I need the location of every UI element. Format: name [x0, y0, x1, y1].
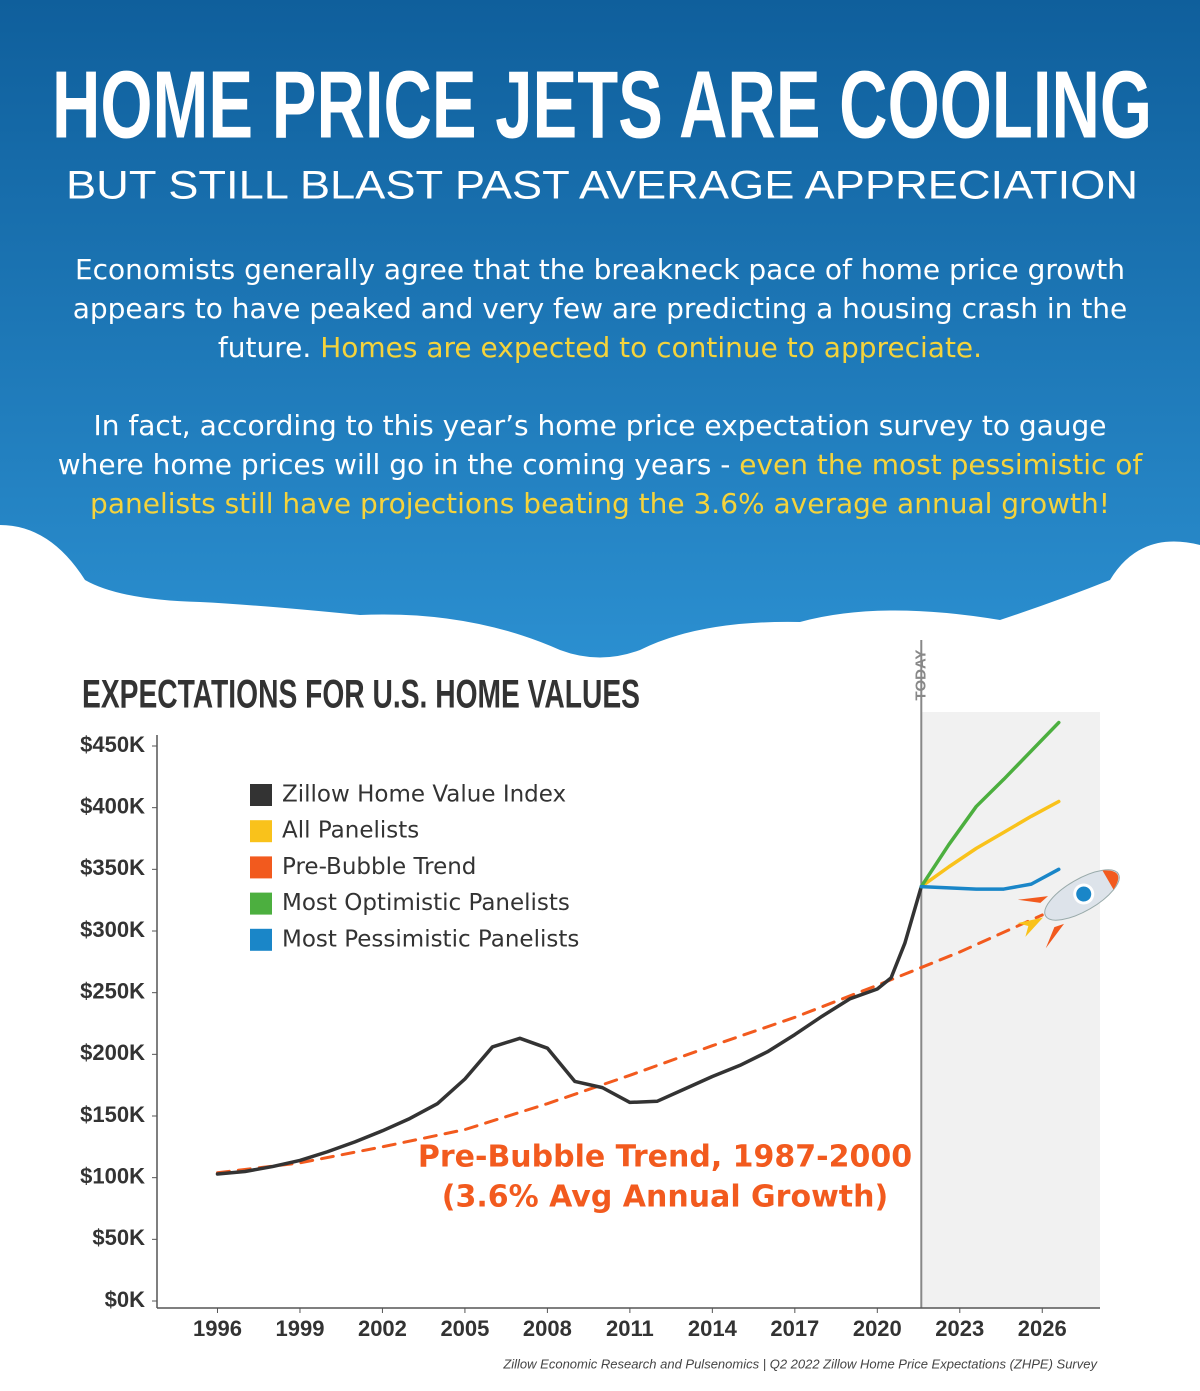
y-tick-label: $350K — [80, 855, 145, 880]
paragraph-highlight: even the most pessimistic of panelists s… — [90, 448, 1143, 520]
series-line — [919, 799, 1061, 889]
y-tick-label: $400K — [80, 793, 145, 818]
y-tick-label: $450K — [80, 732, 145, 757]
x-tick-label: 2026 — [1018, 1316, 1067, 1341]
y-tick-label: $100K — [80, 1163, 145, 1188]
title: HOME PRICE JETS ARE COOLING — [52, 51, 1152, 158]
y-tick-label: $50K — [92, 1225, 145, 1250]
paragraph-highlight: Homes are expected to continue to apprec… — [320, 331, 983, 364]
x-tick-label: 2017 — [770, 1316, 819, 1341]
legend-label: Zillow Home Value Index — [282, 782, 566, 808]
series-line — [919, 867, 1061, 891]
plot: TODAY $0K $50K $100K $150K $200K $250K $300K $35… — [80, 640, 1100, 1371]
series-line — [215, 913, 1044, 1175]
paragraph: In fact, according to this year’s home p… — [50, 406, 1150, 523]
x-tick-label: 2023 — [935, 1316, 984, 1341]
y-tick-label: $200K — [80, 1040, 145, 1065]
today-label: TODAY — [912, 650, 929, 701]
legend-swatch — [250, 928, 272, 951]
legend-swatch — [250, 820, 272, 843]
x-tick-label: 2014 — [688, 1316, 738, 1341]
y-tick-label: $150K — [80, 1102, 145, 1127]
legend-swatch — [250, 784, 272, 806]
y-tick-label: $250K — [80, 978, 145, 1003]
trend-annotation: (3.6% Avg Annual Growth) — [442, 1180, 888, 1215]
forecast-area — [921, 712, 1100, 1308]
x-tick-label: 2011 — [606, 1316, 654, 1341]
x-tick-label: 2005 — [440, 1316, 489, 1341]
x-tick-label: 1996 — [193, 1316, 242, 1341]
legend-label: Most Optimistic Panelists — [282, 890, 570, 916]
trend-annotation: Pre-Bubble Trend, 1987-2000 — [418, 1140, 912, 1175]
y-tick-label: $0K — [105, 1287, 145, 1312]
paragraph: Economists generally agree that the brea… — [50, 250, 1150, 367]
subtitle: BUT STILL BLAST PAST AVERAGE APPRECIATIO… — [66, 164, 1138, 208]
header-background — [0, 0, 1200, 658]
paragraph-text: In fact, according to this year’s home p… — [57, 409, 1107, 481]
source: Zillow Economic Research and Pulsenomics… — [502, 1356, 1098, 1371]
y-tick-label: $300K — [80, 917, 145, 942]
paragraph-text: Economists generally agree that the brea… — [72, 253, 1128, 364]
x-tick-label: 2002 — [358, 1316, 407, 1341]
x-tick-label: 1999 — [275, 1316, 324, 1341]
legend-label: All Panelists — [282, 818, 419, 844]
legend-label: Most Pessimistic Panelists — [282, 926, 579, 952]
rocket — [1017, 869, 1120, 949]
legend-swatch — [250, 892, 272, 915]
series-line — [215, 884, 924, 1176]
chart-title: EXPECTATIONS FOR U.S. HOME VALUES — [82, 673, 640, 717]
x-tick-label: 2008 — [523, 1316, 572, 1341]
legend-swatch — [250, 856, 272, 879]
legend-label: Pre-Bubble Trend — [282, 854, 476, 880]
series-line — [919, 720, 1061, 889]
x-tick-label: 2020 — [853, 1316, 902, 1341]
